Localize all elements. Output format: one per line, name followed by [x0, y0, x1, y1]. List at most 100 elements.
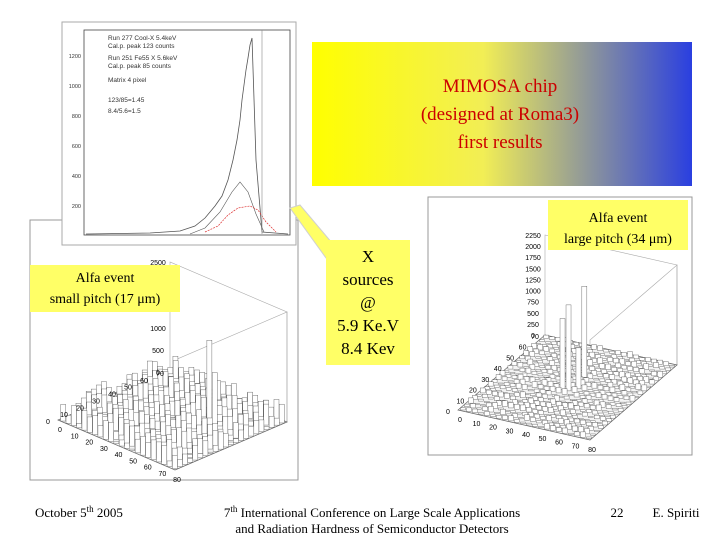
bar — [476, 407, 482, 410]
bar — [631, 360, 637, 368]
bar — [505, 374, 512, 378]
sources-box — [326, 240, 410, 365]
bar — [562, 427, 568, 434]
bar — [621, 365, 627, 370]
bar — [546, 415, 552, 422]
bar — [615, 350, 621, 355]
bar — [529, 364, 536, 370]
bar — [488, 406, 494, 413]
bar — [113, 431, 119, 440]
bar — [502, 415, 508, 420]
bar — [663, 361, 669, 366]
bar — [541, 369, 548, 373]
bar — [653, 362, 659, 368]
right-label-box — [548, 200, 688, 250]
bar — [496, 414, 502, 419]
bar — [621, 390, 628, 396]
bar — [523, 350, 529, 356]
bar — [530, 417, 536, 422]
bar — [595, 392, 602, 398]
bar — [605, 363, 611, 370]
bar — [584, 428, 590, 435]
bar — [81, 410, 88, 431]
bar — [124, 442, 130, 449]
bar — [526, 407, 532, 413]
bar — [633, 367, 639, 372]
bar — [593, 364, 599, 368]
bar — [573, 392, 580, 398]
bar — [119, 439, 125, 447]
y-tick-label: 400 — [72, 174, 81, 180]
bar — [605, 355, 611, 357]
axis-tick-label: 0 — [156, 370, 160, 377]
bar — [611, 407, 618, 411]
bar — [543, 362, 549, 365]
bar — [531, 371, 538, 375]
bar — [92, 415, 98, 435]
axis-tick-label: 10 — [473, 421, 481, 428]
bar — [511, 375, 518, 379]
bar — [581, 398, 588, 404]
y-tick-label: 1200 — [69, 54, 81, 60]
bar — [617, 395, 624, 399]
bar — [212, 445, 219, 452]
y-tick-label: 800 — [72, 114, 81, 120]
bar — [586, 409, 592, 413]
axis-tick-label: 10 — [71, 433, 79, 440]
bar — [279, 403, 285, 424]
bar — [514, 392, 520, 397]
bar — [218, 431, 224, 450]
bar — [613, 358, 619, 364]
bar — [507, 380, 514, 383]
bar — [545, 341, 551, 344]
bar — [589, 366, 595, 371]
bar — [533, 348, 539, 354]
bar — [541, 393, 548, 399]
bar — [592, 422, 598, 428]
legend-line: Run 251 Fe55 X 5.6keV — [108, 55, 178, 62]
bar — [71, 405, 77, 426]
bar — [555, 337, 561, 342]
bar — [510, 395, 516, 400]
axis-tick-label: 750 — [527, 300, 539, 307]
bar — [536, 405, 542, 411]
bar — [166, 460, 173, 467]
bar — [551, 341, 557, 345]
bar — [594, 415, 600, 420]
bar — [549, 336, 555, 340]
axis-tick-label: 30 — [100, 446, 108, 453]
bar — [593, 378, 600, 381]
bar — [549, 374, 556, 379]
bar — [582, 412, 588, 417]
bar — [625, 401, 632, 405]
bar — [573, 342, 579, 346]
bar — [621, 352, 627, 357]
axis-tick-label: 1250 — [525, 277, 541, 284]
right-lego: 0 10 20 30 40 50 60 70 80 70 60 50 40 30 20 10 0 2250 2000… — [446, 233, 678, 454]
bar — [627, 351, 633, 358]
axis-tick-label: 30 — [506, 428, 514, 435]
bar — [591, 344, 597, 350]
axis-tick-label: 10 — [457, 398, 465, 405]
bar — [603, 349, 609, 353]
bar — [603, 373, 609, 379]
axis-tick-label: 50 — [506, 355, 514, 362]
bar — [531, 381, 538, 388]
bar — [544, 423, 550, 430]
bar — [537, 360, 543, 364]
bar — [492, 391, 498, 396]
axis-tick-label: 0 — [458, 417, 462, 424]
bar — [472, 408, 478, 413]
bar — [643, 376, 649, 383]
bar — [590, 433, 596, 436]
bar — [521, 384, 528, 390]
bar — [589, 405, 596, 410]
bar — [603, 386, 610, 392]
bar — [602, 420, 608, 426]
bar — [639, 368, 645, 374]
bar — [192, 444, 198, 461]
bar — [504, 392, 510, 399]
bar — [197, 453, 204, 459]
bar — [519, 367, 526, 372]
